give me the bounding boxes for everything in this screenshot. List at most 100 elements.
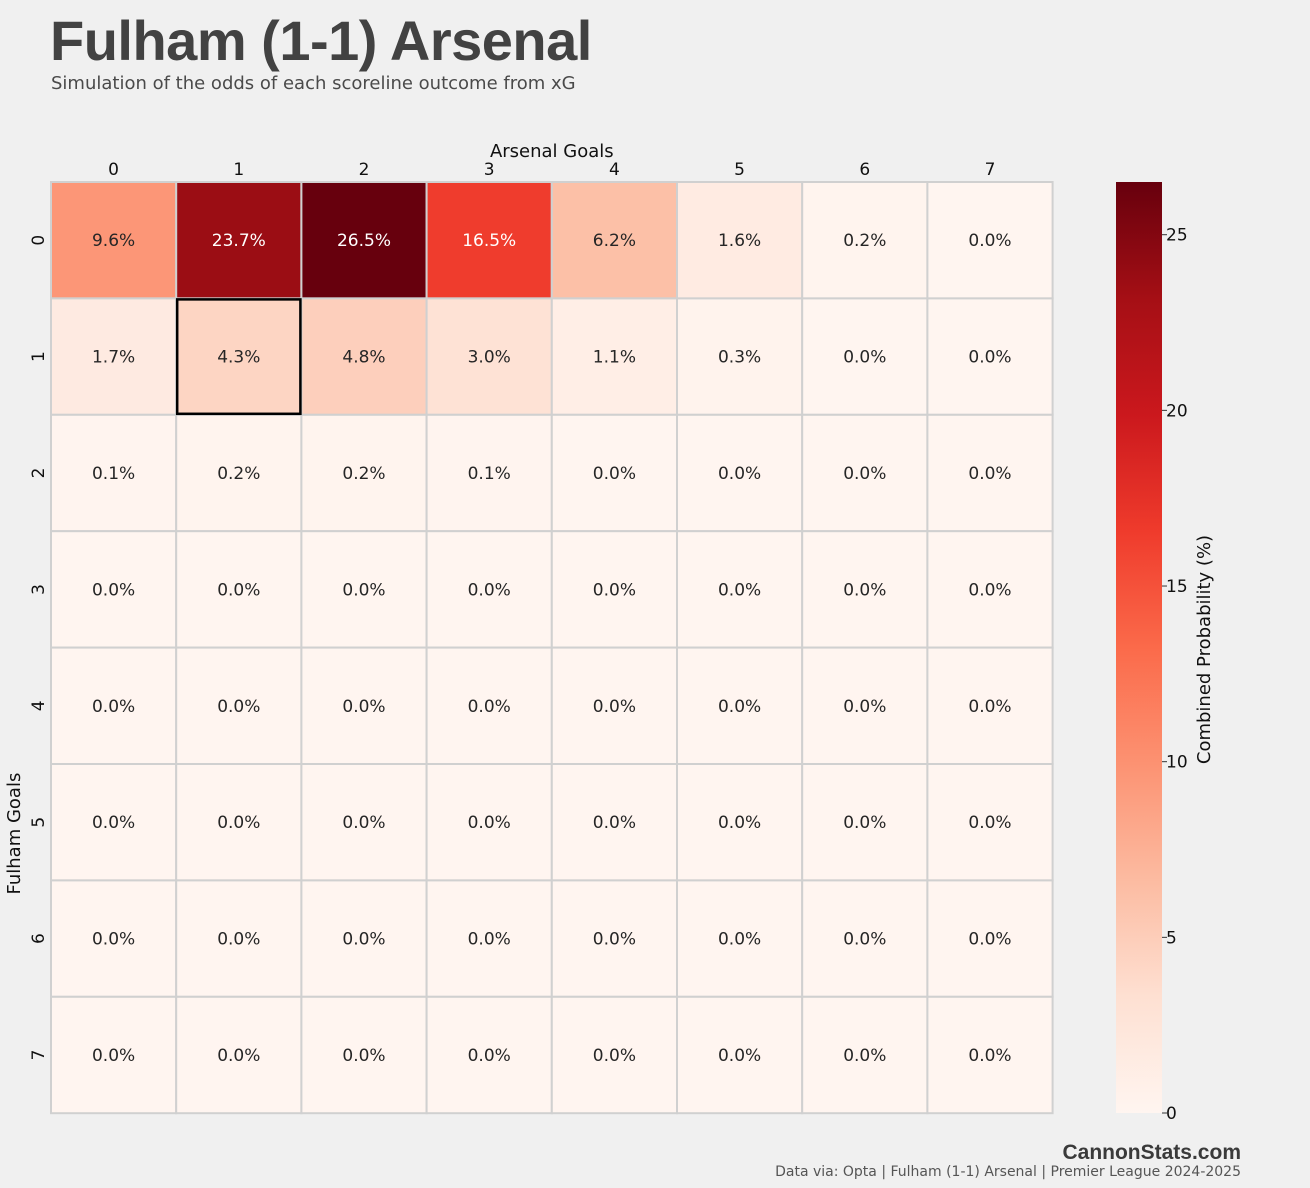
cell-value-label: 0.0% — [718, 580, 761, 600]
heatmap-cell — [175, 530, 303, 649]
cell-value-label: 0.0% — [843, 464, 886, 484]
heatmap-cell — [926, 413, 1054, 533]
colorbar-tick-label: 25 — [1166, 226, 1188, 246]
cell-value-label: 0.0% — [593, 1046, 636, 1066]
cell-value-label: 0.0% — [217, 813, 260, 833]
y-tick-label: 6 — [29, 933, 49, 944]
cell-value-label: 4.3% — [217, 348, 260, 368]
x-tick-label: 7 — [985, 160, 996, 180]
cell-value-label: 16.5% — [462, 231, 516, 251]
heatmap-cell — [926, 530, 1054, 649]
cell-value-label: 0.0% — [968, 1046, 1011, 1066]
cell-value-label: 0.0% — [843, 580, 886, 600]
cell-value-label: 0.0% — [92, 813, 135, 833]
cell-value-label: 0.0% — [843, 348, 886, 368]
source-note: Data via: Opta | Fulham (1-1) Arsenal | … — [775, 1164, 1241, 1180]
cell-value-label: 0.0% — [968, 231, 1011, 251]
heatmap-cell — [425, 530, 553, 649]
cell-value-label: 0.0% — [593, 580, 636, 600]
cell-value-label: 0.3% — [718, 348, 761, 368]
heatmap-cell — [801, 646, 929, 765]
heatmap-cell — [550, 530, 678, 649]
cell-value-label: 23.7% — [212, 231, 266, 251]
cell-value-label: 9.6% — [92, 231, 135, 251]
cell-value-label: 0.0% — [718, 1046, 761, 1066]
cell-value-label: 0.0% — [217, 697, 260, 717]
heatmap-cell — [926, 995, 1054, 1115]
heatmap-cell — [175, 995, 303, 1115]
cell-value-label: 0.0% — [968, 813, 1011, 833]
cell-value-label: 0.0% — [968, 930, 1011, 950]
colorbar: 0 5 10 15 20 25 Combined Probability (%) — [1116, 182, 1215, 1124]
heatmap-cell — [300, 879, 428, 998]
heatmap-cell — [300, 413, 428, 533]
heatmap-cell — [926, 879, 1054, 998]
cell-value-label: 0.0% — [468, 1046, 511, 1066]
cell-value-label: 1.6% — [718, 231, 761, 251]
heatmap-cell — [801, 297, 929, 416]
heatmap-cell — [175, 413, 303, 533]
cell-value-label: 0.0% — [217, 930, 260, 950]
cell-value-label: 0.0% — [342, 1046, 385, 1066]
cell-value-label: 0.0% — [718, 930, 761, 950]
cell-value-label: 3.0% — [468, 348, 511, 368]
cell-value-label: 0.0% — [593, 697, 636, 717]
heatmap-cell — [50, 297, 178, 416]
cell-value-label: 1.1% — [593, 348, 636, 368]
x-axis-label: Arsenal Goals — [490, 141, 614, 162]
cell-value-label: 0.0% — [843, 930, 886, 950]
y-tick-label: 0 — [29, 235, 49, 246]
cell-value-label: 0.0% — [843, 813, 886, 833]
cell-value-label: 0.0% — [718, 464, 761, 484]
cell-value-label: 0.2% — [217, 464, 260, 484]
y-tick-label: 4 — [29, 700, 49, 711]
heatmap-cell — [175, 646, 303, 765]
heatmap-cell — [50, 181, 178, 300]
colorbar-tick-label: 20 — [1166, 401, 1188, 421]
colorbar-tick-label: 5 — [1166, 928, 1177, 948]
heatmap-cell — [801, 763, 929, 882]
cell-value-label: 0.0% — [718, 813, 761, 833]
heatmap-cell — [425, 995, 553, 1115]
axis-ticks: 0 1 2 3 4 5 6 7 Fulham Goals 0 1 2 3 4 5 6 7 — [4, 160, 995, 1060]
y-axis-label: Fulham Goals — [4, 773, 25, 895]
cell-value-label: 4.8% — [342, 348, 385, 368]
brand-label: CannonStats.com — [1062, 1141, 1241, 1164]
heatmap-cell — [676, 879, 804, 998]
cell-value-label: 0.0% — [342, 813, 385, 833]
cell-value-label: 0.0% — [217, 1046, 260, 1066]
cell-value-label: 0.0% — [468, 930, 511, 950]
cell-value-label: 0.1% — [92, 464, 135, 484]
cell-value-label: 0.0% — [92, 1046, 135, 1066]
heatmap-cell — [50, 646, 178, 765]
heatmap-cell — [425, 879, 553, 998]
y-tick-label: 3 — [29, 584, 49, 595]
cell-value-label: 0.0% — [968, 697, 1011, 717]
cell-value-label: 0.2% — [342, 464, 385, 484]
cell-value-label: 1.7% — [92, 348, 135, 368]
y-tick-label: 5 — [29, 817, 49, 828]
cell-value-label: 0.0% — [342, 930, 385, 950]
heatmap-cell — [550, 646, 678, 765]
heatmap-cell — [50, 530, 178, 649]
heatmap-cell — [50, 413, 178, 533]
cell-value-label: 0.1% — [468, 464, 511, 484]
heatmap-cell — [300, 995, 428, 1115]
heatmap-cell — [676, 413, 804, 533]
cell-value-label: 0.0% — [468, 697, 511, 717]
colorbar-tick-label: 10 — [1166, 753, 1188, 773]
heatmap-cell — [425, 297, 553, 416]
cell-value-label: 0.0% — [342, 697, 385, 717]
colorbar-gradient — [1116, 182, 1162, 1113]
heatmap-cell — [676, 995, 804, 1115]
x-tick-label: 6 — [859, 160, 870, 180]
chart-subtitle: Simulation of the odds of each scoreline… — [51, 73, 576, 94]
colorbar-tick-label: 0 — [1166, 1104, 1177, 1124]
cell-value-label: 0.0% — [593, 813, 636, 833]
heatmap-cell — [801, 995, 929, 1115]
cell-value-label: 0.0% — [92, 697, 135, 717]
x-tick-label: 0 — [108, 160, 119, 180]
heatmap-cell — [300, 530, 428, 649]
heatmap-cell — [801, 181, 929, 300]
